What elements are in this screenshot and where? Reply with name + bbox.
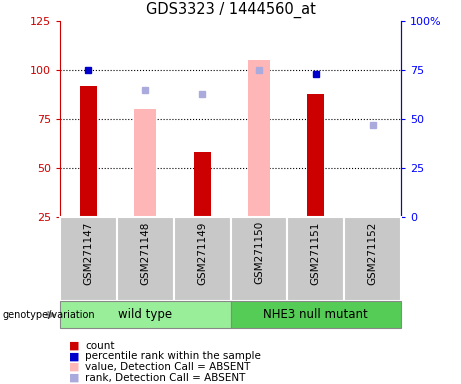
Bar [230,217,287,301]
Bar [174,217,230,301]
Bar [80,86,97,217]
Text: count: count [85,341,115,351]
Bar [134,109,156,217]
Text: ■: ■ [69,373,80,383]
Text: GSM271147: GSM271147 [83,221,94,285]
Title: GDS3323 / 1444560_at: GDS3323 / 1444560_at [146,2,315,18]
Text: value, Detection Call = ABSENT: value, Detection Call = ABSENT [85,362,251,372]
Text: rank, Detection Call = ABSENT: rank, Detection Call = ABSENT [85,373,246,383]
Text: ■: ■ [69,362,80,372]
Text: ■: ■ [69,341,80,351]
Bar [344,217,401,301]
Bar [364,217,381,262]
Bar [60,301,230,328]
Bar [194,152,211,217]
Text: genotype/variation: genotype/variation [2,310,95,320]
Text: wild type: wild type [118,308,172,321]
Text: GSM271152: GSM271152 [367,221,378,285]
Text: GSM271150: GSM271150 [254,221,264,285]
Text: GSM271151: GSM271151 [311,221,321,285]
Text: GSM271148: GSM271148 [140,221,150,285]
Bar [287,217,344,301]
Bar [117,217,174,301]
Bar [230,301,401,328]
Bar [60,217,117,301]
Text: ■: ■ [69,351,80,361]
Bar [248,60,270,217]
Bar [307,94,324,217]
Text: NHE3 null mutant: NHE3 null mutant [263,308,368,321]
Text: GSM271149: GSM271149 [197,221,207,285]
Text: percentile rank within the sample: percentile rank within the sample [85,351,261,361]
